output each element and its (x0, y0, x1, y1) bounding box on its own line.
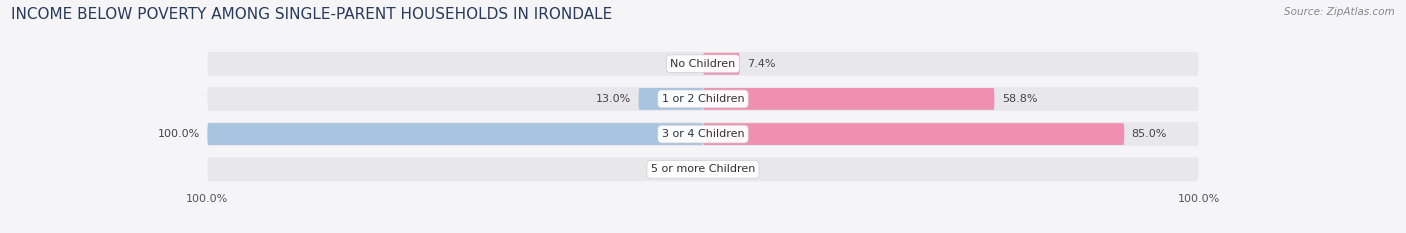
Text: INCOME BELOW POVERTY AMONG SINGLE-PARENT HOUSEHOLDS IN IRONDALE: INCOME BELOW POVERTY AMONG SINGLE-PARENT… (11, 7, 613, 22)
FancyBboxPatch shape (208, 87, 1198, 111)
FancyBboxPatch shape (703, 53, 740, 75)
Text: 58.8%: 58.8% (1002, 94, 1038, 104)
Text: 1 or 2 Children: 1 or 2 Children (662, 94, 744, 104)
Text: No Children: No Children (671, 59, 735, 69)
FancyBboxPatch shape (208, 157, 1198, 181)
Text: 0.0%: 0.0% (710, 164, 738, 174)
Text: 0.0%: 0.0% (668, 59, 696, 69)
Text: 3 or 4 Children: 3 or 4 Children (662, 129, 744, 139)
Text: Source: ZipAtlas.com: Source: ZipAtlas.com (1284, 7, 1395, 17)
Text: 100.0%: 100.0% (157, 129, 200, 139)
Text: 0.0%: 0.0% (668, 164, 696, 174)
FancyBboxPatch shape (638, 88, 703, 110)
Text: 85.0%: 85.0% (1132, 129, 1167, 139)
FancyBboxPatch shape (703, 88, 994, 110)
Text: 5 or more Children: 5 or more Children (651, 164, 755, 174)
FancyBboxPatch shape (703, 123, 1125, 145)
Text: 7.4%: 7.4% (747, 59, 776, 69)
Text: 13.0%: 13.0% (596, 94, 631, 104)
FancyBboxPatch shape (208, 122, 1198, 146)
FancyBboxPatch shape (208, 123, 703, 145)
FancyBboxPatch shape (208, 52, 1198, 76)
